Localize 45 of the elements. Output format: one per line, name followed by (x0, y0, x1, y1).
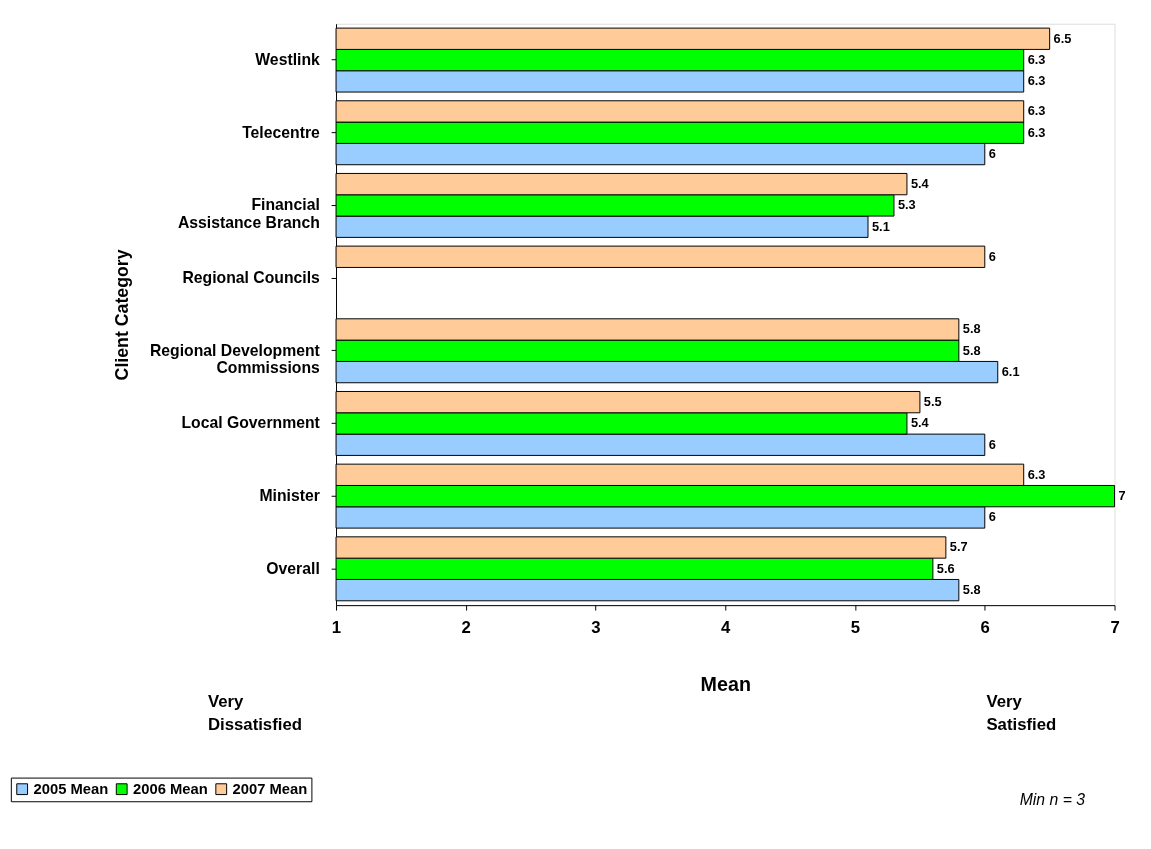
legend-label: 2005 Mean (33, 781, 109, 798)
data-label: 6.3 (1027, 124, 1046, 140)
data-label: 7 (1118, 488, 1126, 504)
y-tick-label: Telecentre (242, 123, 321, 141)
y-axis-title: Client Category (112, 249, 133, 381)
data-label: 5.5 (923, 394, 942, 410)
data-label: 6.3 (1027, 103, 1046, 119)
x-axis-title: Mean (700, 673, 751, 696)
data-label: 5.8 (962, 342, 981, 358)
y-tick-label: Westlink (255, 51, 321, 68)
data-label: 6 (988, 146, 996, 162)
y-tick-label: Minister (259, 487, 320, 505)
y-tick-label: Financial Assistance Branch (177, 196, 320, 232)
legend-label: 2007 Mean (232, 781, 308, 798)
data-label: 5.4 (910, 415, 930, 431)
x-tick-label: 6 (980, 618, 990, 638)
data-label: 5.8 (962, 321, 981, 337)
data-label: 5.6 (936, 560, 955, 576)
x-tick-label: 7 (1110, 618, 1120, 638)
text: Min n = 3 (1019, 791, 1086, 809)
data-label: 6.1 (1001, 364, 1020, 380)
data-label: 6 (988, 436, 996, 452)
text: Very Satisfied (986, 691, 1057, 735)
data-label: 6.5 (1053, 30, 1072, 46)
x-tick-label: 4 (721, 618, 732, 638)
data-label: 5.4 (910, 176, 930, 192)
y-tick-label: Overall (266, 559, 320, 577)
x-tick-label: 5 (850, 618, 861, 638)
x-tick-label: 2 (461, 618, 471, 638)
legend-label: 2006 Mean (133, 781, 208, 798)
text: Very Dissatisfied (207, 691, 302, 735)
data-label: 5.7 (949, 539, 968, 555)
data-label: 6 (988, 248, 996, 264)
x-tick-label: 1 (331, 618, 342, 638)
x-tick-label: 3 (591, 618, 601, 638)
data-label: 6 (988, 509, 996, 525)
y-tick-label: Regional Councils (182, 269, 321, 287)
data-label: 6.3 (1027, 52, 1046, 68)
data-label: 5.3 (897, 197, 916, 213)
y-tick-label: Regional Development Commissions (149, 341, 321, 377)
data-label: 5.8 (962, 582, 981, 598)
y-tick-label: Local Government (181, 414, 321, 432)
data-label: 6.3 (1027, 466, 1046, 482)
data-label: 6.3 (1027, 73, 1046, 89)
data-label: 5.1 (871, 218, 890, 234)
